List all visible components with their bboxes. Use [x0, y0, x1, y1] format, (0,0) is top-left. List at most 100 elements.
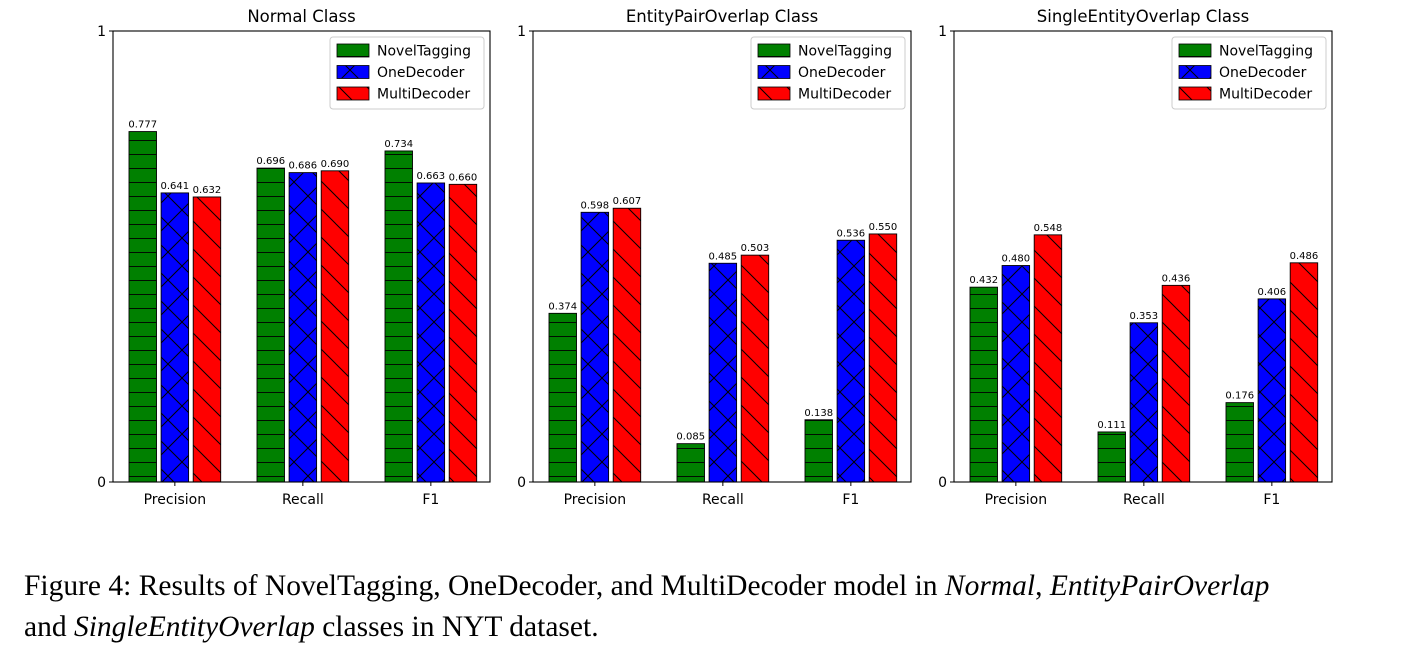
- legend-swatch-hatch-multidecoder: [1178, 86, 1212, 101]
- x-tick-label-recall: Recall: [282, 492, 324, 508]
- figure-charts: Normal Class 0.777 0.641 0.632 Precision 0.69…: [97, 7, 1333, 508]
- x-tick-label-recall: Recall: [1123, 492, 1165, 508]
- caption-text-5: classes in NYT dataset.: [314, 611, 599, 643]
- bar-hatch-multidecoder-f1: [868, 233, 898, 483]
- x-tick-label-recall: Recall: [702, 492, 744, 508]
- chart-title: SingleEntityOverlap Class: [1037, 7, 1249, 26]
- legend: NovelTagging OneDecoder MultiDecoder: [329, 36, 485, 110]
- data-label-onedecoder-recall: 0.353: [1130, 311, 1159, 322]
- data-label-multidecoder-precision: 0.548: [1034, 223, 1063, 234]
- bar-hatch-noveltagging-f1: [1225, 402, 1254, 483]
- data-label-noveltagging-recall: 0.111: [1097, 420, 1126, 431]
- data-label-noveltagging-recall: 0.696: [256, 156, 285, 167]
- caption-text-1: Results of NovelTagging, OneDecoder, and…: [131, 570, 945, 602]
- bar-hatch-noveltagging-precision: [969, 286, 998, 483]
- bar-hatch-multidecoder-precision: [192, 196, 222, 483]
- caption-text-2: ,: [1035, 570, 1050, 602]
- data-label-noveltagging-precision: 0.374: [548, 301, 577, 312]
- y-tick-label-0: 0: [517, 475, 526, 491]
- bar-hatch-onedecoder-precision: [580, 211, 610, 483]
- chart-normal-class: Normal Class 0.777 0.641 0.632 Precision 0.69…: [97, 7, 491, 508]
- y-tick-label-0: 0: [938, 475, 947, 491]
- data-label-onedecoder-recall: 0.686: [289, 161, 318, 172]
- plot-frame: [953, 30, 1333, 483]
- chart-singleentityoverlap-class: SingleEntityOverlap Class 0.432 0.480 0.548…: [938, 7, 1333, 508]
- bar-hatch-noveltagging-recall: [676, 443, 705, 483]
- data-label-noveltagging-precision: 0.432: [969, 275, 998, 286]
- bar-hatch-noveltagging-precision: [548, 312, 577, 483]
- y-tick-label-1: 1: [97, 24, 106, 40]
- bar-hatch-multidecoder-recall: [320, 170, 350, 483]
- legend-label-noveltagging: NovelTagging: [798, 44, 892, 60]
- legend-label-multidecoder: MultiDecoder: [377, 87, 470, 103]
- data-label-multidecoder-f1: 0.660: [449, 172, 478, 183]
- bar-hatch-multidecoder-recall: [1161, 284, 1191, 483]
- legend-swatch-hatch-noveltagging: [336, 43, 370, 58]
- data-label-multidecoder-f1: 0.550: [869, 222, 898, 233]
- data-label-noveltagging-f1: 0.138: [804, 408, 833, 419]
- caption-text-4: and: [24, 611, 74, 643]
- y-tick-label-0: 0: [97, 475, 106, 491]
- data-label-noveltagging-f1: 0.176: [1225, 391, 1254, 402]
- legend-label-onedecoder: OneDecoder: [1219, 65, 1307, 81]
- y-tick-label-1: 1: [517, 24, 526, 40]
- bar-hatch-noveltagging-recall: [1097, 431, 1126, 483]
- bar-hatch-onedecoder-precision: [160, 192, 190, 483]
- data-label-multidecoder-recall: 0.690: [321, 159, 350, 170]
- bar-hatch-multidecoder-recall: [740, 254, 770, 483]
- legend-label-onedecoder: OneDecoder: [377, 65, 465, 81]
- plot-frame: [532, 30, 912, 483]
- bar-hatch-onedecoder-recall: [1129, 322, 1159, 483]
- x-tick-label-precision: Precision: [564, 492, 626, 508]
- x-tick-label-f1: F1: [842, 492, 859, 508]
- legend-label-onedecoder: OneDecoder: [798, 65, 886, 81]
- bar-hatch-multidecoder-f1: [1289, 262, 1319, 483]
- chart-entitypairoverlap-class: EntityPairOverlap Class 0.374 0.598 0.607 Pr…: [517, 7, 912, 508]
- caption-label: Figure 4:: [24, 570, 132, 602]
- legend-label-noveltagging: NovelTagging: [1219, 44, 1313, 60]
- bar-hatch-onedecoder-f1: [416, 182, 446, 483]
- legend-label-multidecoder: MultiDecoder: [1219, 87, 1312, 103]
- legend-swatch-hatch-multidecoder: [336, 86, 370, 101]
- legend-swatch-hatch-multidecoder: [757, 86, 791, 101]
- bar-hatch-noveltagging-f1: [804, 419, 833, 483]
- legend: NovelTagging OneDecoder MultiDecoder: [750, 36, 906, 110]
- caption-normal: Normal: [944, 570, 1036, 602]
- legend-swatch-hatch-onedecoder: [1178, 65, 1212, 79]
- legend-swatch-hatch-onedecoder: [336, 65, 370, 79]
- bar-hatch-onedecoder-recall: [288, 172, 318, 483]
- chart-title: Normal Class: [247, 7, 355, 26]
- bar-hatch-multidecoder-precision: [612, 207, 642, 483]
- data-label-onedecoder-f1: 0.536: [837, 228, 866, 239]
- data-label-onedecoder-precision: 0.598: [581, 200, 610, 211]
- caption-entitypairoverlap: EntityPairOverlap: [1049, 570, 1270, 602]
- legend-label-multidecoder: MultiDecoder: [798, 87, 891, 103]
- data-label-multidecoder-precision: 0.632: [193, 185, 222, 196]
- x-tick-label-f1: F1: [422, 492, 439, 508]
- data-label-noveltagging-precision: 0.777: [128, 120, 157, 131]
- data-label-onedecoder-precision: 0.641: [161, 181, 190, 192]
- bar-hatch-onedecoder-recall: [708, 262, 738, 483]
- legend-swatch-hatch-onedecoder: [757, 65, 791, 79]
- legend: NovelTagging OneDecoder MultiDecoder: [1171, 36, 1327, 110]
- data-label-multidecoder-f1: 0.486: [1290, 251, 1319, 262]
- bar-hatch-multidecoder-precision: [1033, 234, 1063, 483]
- bar-hatch-onedecoder-precision: [1001, 265, 1031, 483]
- bar-hatch-noveltagging-f1: [384, 150, 413, 483]
- data-label-onedecoder-precision: 0.480: [1002, 254, 1031, 265]
- legend-swatch-hatch-noveltagging: [757, 43, 791, 58]
- x-tick-label-precision: Precision: [985, 492, 1047, 508]
- y-tick-label-1: 1: [938, 24, 947, 40]
- chart-title: EntityPairOverlap Class: [626, 7, 818, 26]
- data-label-noveltagging-f1: 0.734: [384, 139, 413, 150]
- caption-singleentityoverlap: SingleEntityOverlap: [73, 611, 315, 643]
- legend-label-noveltagging: NovelTagging: [377, 44, 471, 60]
- bar-hatch-onedecoder-f1: [1257, 298, 1287, 483]
- x-tick-label-f1: F1: [1263, 492, 1280, 508]
- bar-hatch-noveltagging-recall: [256, 167, 285, 483]
- data-label-noveltagging-recall: 0.085: [676, 432, 705, 443]
- data-label-onedecoder-f1: 0.663: [417, 171, 446, 182]
- legend-swatch-hatch-noveltagging: [1178, 43, 1212, 58]
- plot-frame: [112, 30, 491, 483]
- data-label-multidecoder-precision: 0.607: [613, 196, 642, 207]
